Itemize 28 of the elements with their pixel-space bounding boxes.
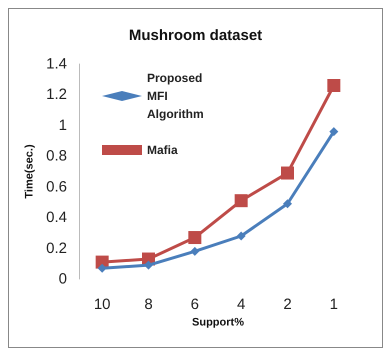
y-tick-label: 0.6 — [46, 178, 67, 196]
point — [190, 246, 200, 256]
point — [188, 231, 202, 244]
x-axis-title: Support% — [192, 316, 244, 328]
x-tick-label: 1 — [330, 296, 338, 313]
x-tick-label: 8 — [144, 296, 153, 313]
x-tick-label: 6 — [190, 296, 200, 313]
point — [236, 232, 246, 240]
y-tick-label: 1.2 — [46, 86, 67, 104]
legend-label: Mafia — [147, 143, 178, 157]
y-tick-label: 1.4 — [46, 56, 67, 72]
y-tick-label: 0.2 — [46, 240, 67, 257]
point — [327, 79, 340, 92]
y-axis-title: Time(sec.) — [24, 144, 36, 199]
y-tick-label: 1 — [58, 116, 67, 134]
x-tick-label: 2 — [283, 296, 292, 313]
x-tick-label: 10 — [94, 296, 111, 313]
y-tick-label: 0 — [58, 270, 67, 288]
point — [234, 194, 248, 208]
point — [283, 199, 292, 208]
x-tick-label: 4 — [236, 296, 246, 313]
y-tick-label: 0.4 — [46, 209, 67, 226]
legend-label: Proposed MFI Algorithm — [147, 71, 206, 121]
chart-title: Mushroom dataset — [128, 27, 262, 44]
point — [144, 260, 153, 270]
point — [329, 127, 338, 136]
y-tick-label: 0.8 — [46, 148, 67, 165]
point — [281, 166, 294, 180]
